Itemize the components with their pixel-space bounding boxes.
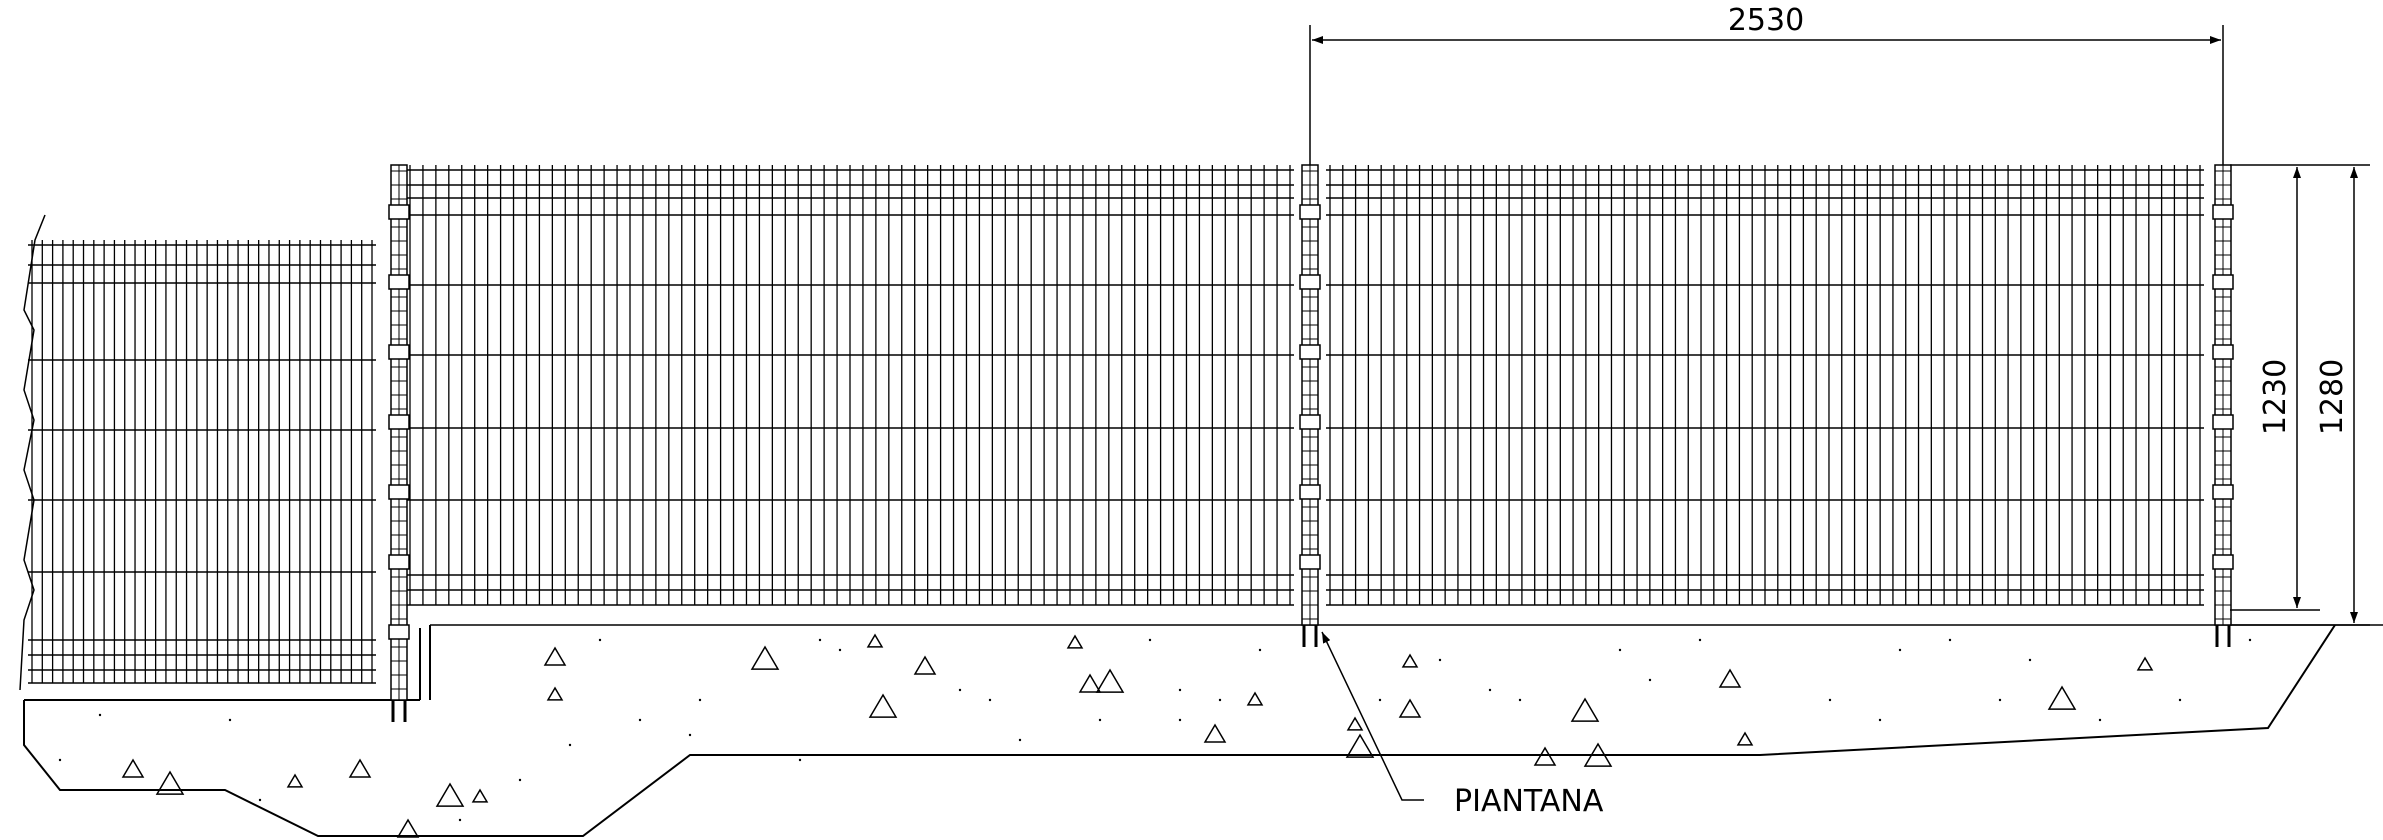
callout-label-piantana: PIANTANA bbox=[1454, 784, 1604, 819]
dimension-label-width: 2530 bbox=[1728, 3, 1804, 38]
concrete-foundation bbox=[23, 624, 2383, 837]
dimension-heights bbox=[2230, 164, 2370, 626]
fence-post-3 bbox=[2212, 164, 2234, 647]
fence-panel-partial-left bbox=[28, 240, 376, 684]
fence-panel-right bbox=[1326, 165, 2204, 606]
dimension-label-mesh-height: 1230 bbox=[2258, 359, 2293, 435]
dimension-label-total-height: 1280 bbox=[2315, 359, 2350, 435]
fence-post-2 bbox=[1299, 164, 1321, 647]
fence-post-1 bbox=[388, 164, 410, 722]
callout-leader bbox=[1321, 631, 1424, 801]
dimension-panel-width bbox=[1309, 25, 2224, 165]
fence-panel-middle bbox=[406, 165, 1294, 606]
concrete-aggregate bbox=[58, 633, 2252, 838]
fence-panels bbox=[28, 165, 2204, 684]
